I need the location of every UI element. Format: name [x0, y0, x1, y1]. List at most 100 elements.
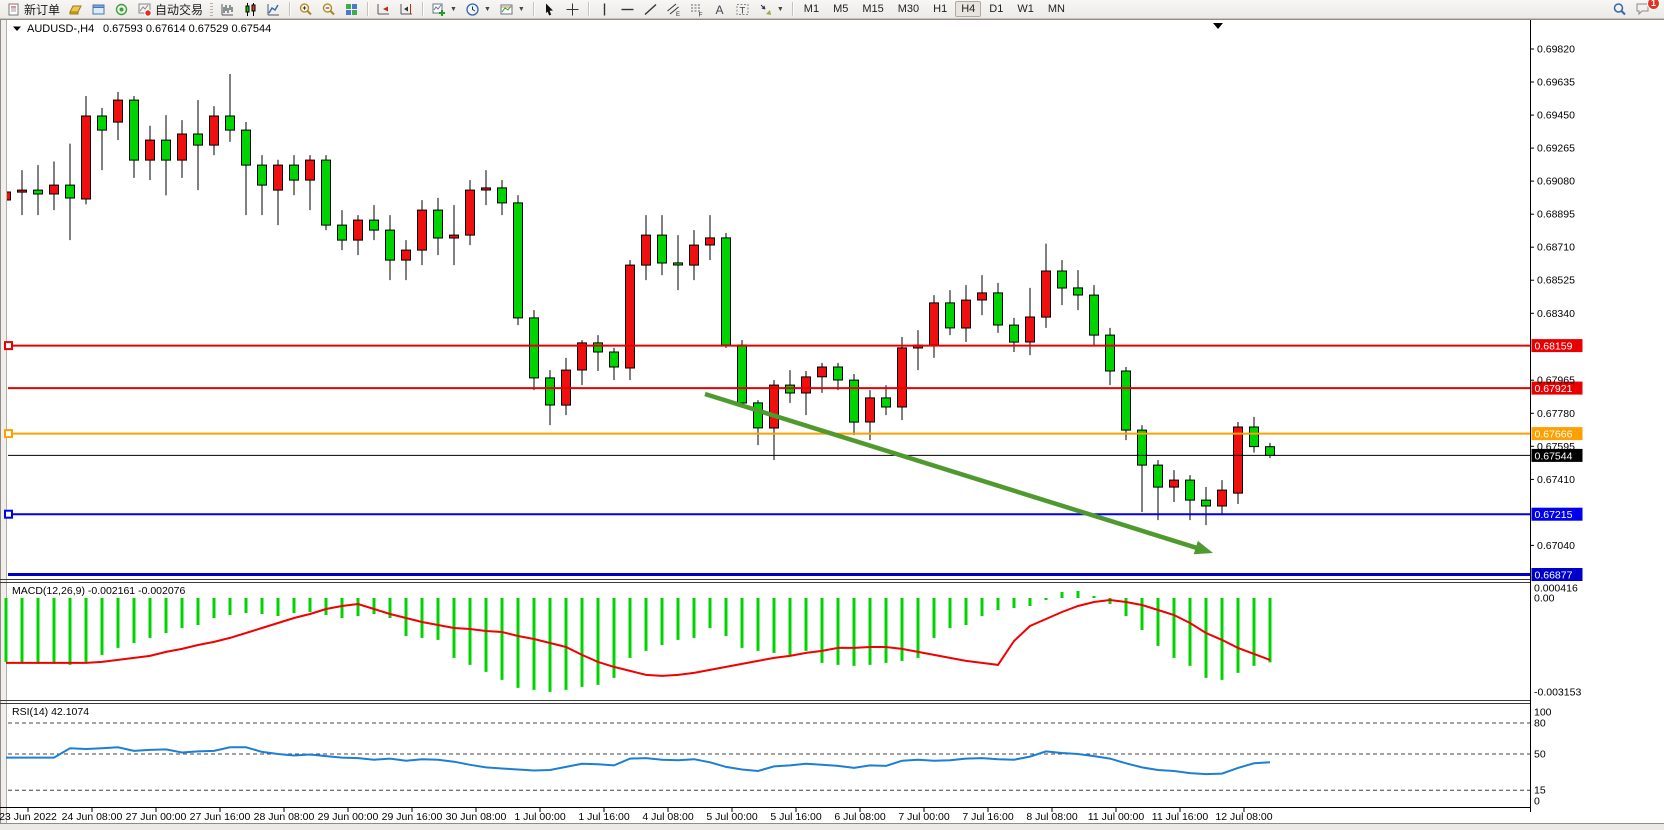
tile-windows-button[interactable] — [340, 1, 363, 18]
time-axis-label: 12 Jul 08:00 — [1215, 811, 1272, 823]
trendline-button[interactable] — [639, 1, 662, 18]
rsi-axis-label: 15 — [1534, 785, 1546, 797]
profiles-button[interactable] — [64, 1, 87, 18]
time-axis-label: 11 Jul 16:00 — [1152, 811, 1209, 823]
market-watch-button[interactable] — [110, 1, 133, 18]
svg-text:T: T — [739, 5, 745, 16]
notifications-button[interactable]: 1 — [1631, 0, 1660, 18]
level-drag-handle[interactable] — [4, 429, 13, 439]
toolbar-grip[interactable] — [210, 2, 214, 16]
tab-h4[interactable]: H4 — [955, 1, 982, 17]
candlestick-icon — [245, 2, 256, 16]
add-indicator-button[interactable]: ▼ — [427, 1, 461, 18]
bull-candle — [817, 366, 827, 378]
text-label-icon: T — [736, 3, 749, 16]
tab-m1[interactable]: M1 — [803, 3, 820, 15]
tab-m5[interactable]: M5 — [833, 3, 849, 15]
bear-candle — [1105, 334, 1115, 372]
price-axis-tick: 0.67780 — [1537, 408, 1575, 420]
chart-area[interactable]: AUDUSD-,H4 0.67593 0.67614 0.67529 0.675… — [0, 19, 1664, 830]
bull-candle — [641, 234, 651, 266]
new-order-button[interactable]: 新订单 — [2, 1, 64, 18]
rsi-axis-label: 80 — [1534, 718, 1546, 730]
bull-candle — [417, 209, 427, 251]
text-icon: A — [715, 3, 723, 17]
crosshair-button[interactable] — [561, 1, 584, 18]
time-axis-label: 4 Jul 08:00 — [642, 811, 694, 823]
bear-candle — [1265, 446, 1275, 456]
bull-candle — [481, 187, 491, 191]
arrows-button[interactable]: ▼ — [754, 1, 788, 18]
time-axis-label: 28 Jun 08:00 — [254, 811, 315, 823]
tab-h1[interactable]: H1 — [933, 3, 948, 15]
level-drag-handle[interactable] — [4, 509, 13, 519]
tab-w1[interactable]: W1 — [1017, 3, 1034, 15]
template-caret-icon: ▼ — [517, 5, 525, 13]
vertical-line-icon — [603, 3, 606, 15]
time-axis-label: 1 Jul 16:00 — [578, 811, 630, 823]
period-button[interactable]: ▼ — [461, 1, 495, 18]
bear-candle — [161, 139, 171, 161]
bull-candle — [209, 115, 219, 146]
shift-marker-icon[interactable] — [1213, 23, 1223, 29]
price-axis-tick: 0.69450 — [1537, 110, 1575, 122]
time-axis-label: 29 Jun 00:00 — [318, 811, 379, 823]
macd-axis-label: 0.00 — [1534, 593, 1555, 605]
new-order-icon — [8, 3, 19, 15]
fibonacci-button[interactable]: F — [685, 1, 708, 18]
time-axis-label: 27 Jun 00:00 — [126, 811, 187, 823]
tab-m15[interactable]: M15 — [862, 3, 884, 15]
horizontal-line-button[interactable] — [616, 1, 639, 18]
equidistant-channel-button[interactable]: E — [662, 1, 685, 18]
time-axis-label: 23 Jun 2022 — [0, 811, 57, 823]
bear-candle — [529, 317, 539, 379]
rsi-axis-label: 50 — [1534, 749, 1546, 761]
price-axis-tick: 0.69080 — [1537, 176, 1575, 188]
tab-d1[interactable]: D1 — [989, 3, 1004, 15]
price-level-tag — [1531, 507, 1583, 521]
level-drag-handle[interactable] — [4, 341, 13, 351]
bull-candle — [305, 159, 315, 181]
auto-scroll-button[interactable] — [372, 1, 395, 18]
cursor-button[interactable] — [538, 1, 561, 18]
terminal-button[interactable] — [87, 1, 110, 18]
bear-candle — [337, 224, 347, 241]
macd-axis-label: 0.000416 — [1534, 583, 1578, 595]
zoom-in-icon — [299, 2, 312, 15]
bear-candle — [657, 234, 667, 264]
trend-arrow-line[interactable] — [704, 391, 1201, 551]
bull-candle — [801, 376, 811, 394]
vertical-line-button[interactable] — [593, 1, 616, 18]
bear-candle — [737, 344, 747, 404]
symbol-dropdown-icon[interactable] — [13, 26, 21, 32]
bear-candle — [1121, 370, 1131, 431]
time-axis-label: 7 Jul 00:00 — [898, 811, 950, 823]
bar-chart-button[interactable] — [216, 1, 239, 18]
bear-candle — [545, 377, 555, 406]
search-button[interactable] — [1608, 1, 1631, 18]
candlestick-chart-button[interactable] — [239, 1, 262, 18]
bull-candle — [145, 139, 155, 161]
bull-candle — [401, 249, 411, 261]
line-chart-button[interactable] — [262, 1, 285, 18]
tab-m30[interactable]: M30 — [897, 3, 920, 15]
auto-scroll-icon — [377, 3, 390, 14]
tab-mn[interactable]: MN — [1047, 3, 1065, 15]
chart-shift-button[interactable] — [395, 1, 418, 18]
zoom-in-button[interactable] — [294, 1, 317, 18]
bull-candle — [705, 237, 715, 246]
main-toolbar: 新订单 自动交易 ▼ ▼ ▼ E F A T ▼ M1 M5 M15 M30 H… — [0, 0, 1664, 19]
bear-candle — [1153, 464, 1163, 488]
bear-candle — [1201, 499, 1211, 507]
template-button[interactable]: ▼ — [495, 1, 529, 18]
price-level-tag-text: 0.66877 — [1535, 570, 1573, 582]
bull-candle — [113, 99, 123, 123]
text-button[interactable]: A — [708, 1, 731, 18]
auto-trading-button[interactable]: 自动交易 — [133, 1, 207, 18]
zoom-out-button[interactable] — [317, 1, 340, 18]
text-label-button[interactable]: T — [731, 1, 754, 18]
time-axis-label: 11 Jul 00:00 — [1088, 811, 1145, 823]
price-level-tag — [1531, 448, 1583, 462]
time-axis-label: 6 Jul 08:00 — [834, 811, 886, 823]
bull-candle — [577, 342, 587, 371]
